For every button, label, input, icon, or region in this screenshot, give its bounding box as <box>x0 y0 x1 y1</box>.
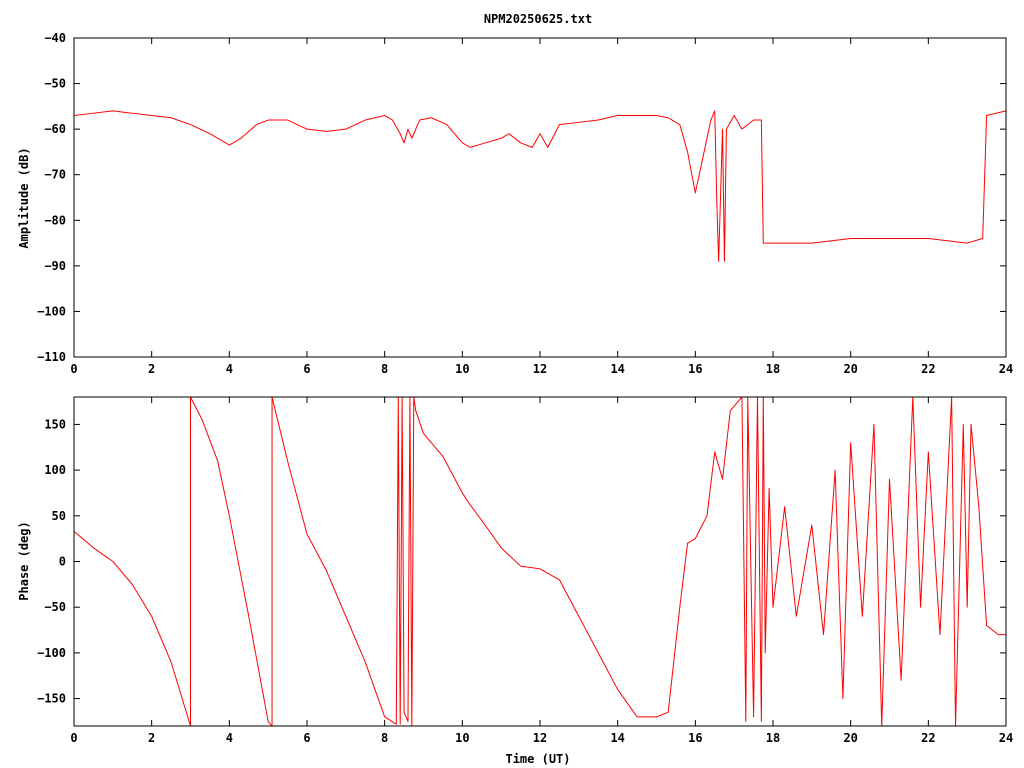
phase-x-tick-label: 2 <box>148 731 155 745</box>
amplitude-y-tick-label: −100 <box>37 304 66 318</box>
phase-x-tick-label: 8 <box>381 731 388 745</box>
amplitude-trace <box>73 110 1007 262</box>
phase-x-tick-label: 20 <box>843 731 857 745</box>
phase-x-tick-label: 0 <box>70 731 77 745</box>
amplitude-x-tick-label: 22 <box>921 362 935 376</box>
amplitude-y-tick-label: −90 <box>44 259 66 273</box>
amplitude-panel: Amplitude (dB) 0 2 4 6 8 10 12 14 16 18 20 22 24−110… <box>17 31 1013 376</box>
phase-panel: Phase (deg) Time (UT) 0 2 4 6 8 10 12 14 16 18 20 2… <box>17 396 1013 766</box>
amplitude-x-tick-label: 24 <box>999 362 1013 376</box>
phase-x-tick-label: 4 <box>226 731 233 745</box>
phase-plot-frame <box>73 396 1007 727</box>
phase-series-line <box>73 396 1006 727</box>
phase-y-tick-label: 100 <box>44 463 66 477</box>
phase-x-tick-label: 12 <box>533 731 547 745</box>
phase-x-tick-label: 6 <box>303 731 310 745</box>
phase-x-axis-label: Time (UT) <box>505 752 570 766</box>
amplitude-x-tick-label: 16 <box>688 362 702 376</box>
amplitude-y-tick-label: −110 <box>37 350 66 364</box>
amplitude-y-axis-label: Amplitude (dB) <box>17 147 31 248</box>
amplitude-x-tick-label: 0 <box>70 362 77 376</box>
phase-y-tick-label: 150 <box>44 417 66 431</box>
phase-x-tick-label: 10 <box>455 731 469 745</box>
amplitude-x-tick-label: 6 <box>303 362 310 376</box>
amplitude-x-tick-label: 10 <box>455 362 469 376</box>
phase-x-tick-label: 14 <box>610 731 624 745</box>
phase-x-tick-label: 24 <box>999 731 1013 745</box>
amplitude-x-tick-label: 8 <box>381 362 388 376</box>
amplitude-plot-frame <box>73 37 1007 358</box>
amplitude-x-tick-label: 12 <box>533 362 547 376</box>
amplitude-x-tick-label: 14 <box>610 362 624 376</box>
amplitude-y-tick-label: −40 <box>44 31 66 45</box>
phase-x-tick-label: 18 <box>766 731 780 745</box>
amplitude-ticks: 0 2 4 6 8 10 12 14 16 18 20 22 24−110−100−90−80−70−6… <box>37 31 1013 376</box>
amplitude-y-tick-label: −70 <box>44 168 66 182</box>
amplitude-y-tick-label: −80 <box>44 213 66 227</box>
phase-y-tick-label: −100 <box>37 646 66 660</box>
phase-ticks: 0 2 4 6 8 10 12 14 16 18 20 22 24−150−100−5005010015… <box>37 397 1013 745</box>
phase-x-tick-label: 22 <box>921 731 935 745</box>
phase-y-tick-label: −150 <box>37 692 66 706</box>
amplitude-y-tick-label: −50 <box>44 77 66 91</box>
chart-title: NPM20250625.txt <box>484 12 592 26</box>
phase-x-tick-label: 16 <box>688 731 702 745</box>
amplitude-y-tick-label: −60 <box>44 122 66 136</box>
phase-y-axis-label: Phase (deg) <box>17 521 31 600</box>
amplitude-x-tick-label: 20 <box>843 362 857 376</box>
amplitude-series-line <box>73 110 1007 262</box>
phase-trace <box>73 396 1006 727</box>
phase-y-tick-label: −50 <box>44 600 66 614</box>
amplitude-x-tick-label: 18 <box>766 362 780 376</box>
amplitude-x-tick-label: 2 <box>148 362 155 376</box>
phase-y-tick-label: 0 <box>59 555 66 569</box>
amplitude-x-tick-label: 4 <box>226 362 233 376</box>
phase-y-tick-label: 50 <box>52 509 66 523</box>
